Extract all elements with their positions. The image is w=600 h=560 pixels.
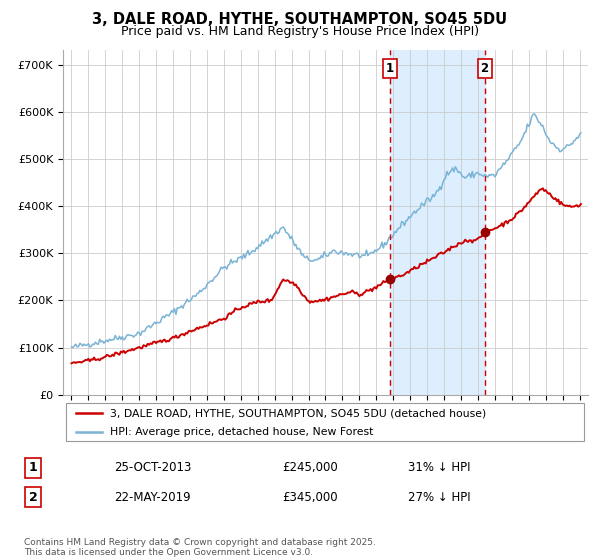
Text: £245,000: £245,000 <box>282 461 338 474</box>
Text: 3, DALE ROAD, HYTHE, SOUTHAMPTON, SO45 5DU (detached house): 3, DALE ROAD, HYTHE, SOUTHAMPTON, SO45 5… <box>110 408 487 418</box>
Text: 1: 1 <box>386 62 394 75</box>
Text: £345,000: £345,000 <box>282 491 338 504</box>
Text: 31% ↓ HPI: 31% ↓ HPI <box>408 461 470 474</box>
Text: HPI: Average price, detached house, New Forest: HPI: Average price, detached house, New … <box>110 427 374 437</box>
Text: 25-OCT-2013: 25-OCT-2013 <box>114 461 191 474</box>
Text: Price paid vs. HM Land Registry's House Price Index (HPI): Price paid vs. HM Land Registry's House … <box>121 25 479 38</box>
Text: 3, DALE ROAD, HYTHE, SOUTHAMPTON, SO45 5DU: 3, DALE ROAD, HYTHE, SOUTHAMPTON, SO45 5… <box>92 12 508 27</box>
Text: 27% ↓ HPI: 27% ↓ HPI <box>408 491 470 504</box>
FancyBboxPatch shape <box>65 403 584 441</box>
Text: Contains HM Land Registry data © Crown copyright and database right 2025.
This d: Contains HM Land Registry data © Crown c… <box>24 538 376 557</box>
Bar <box>390 50 485 395</box>
Text: 2: 2 <box>481 62 488 75</box>
Text: 22-MAY-2019: 22-MAY-2019 <box>114 491 191 504</box>
Text: 2: 2 <box>29 491 37 504</box>
Text: 1: 1 <box>29 461 37 474</box>
